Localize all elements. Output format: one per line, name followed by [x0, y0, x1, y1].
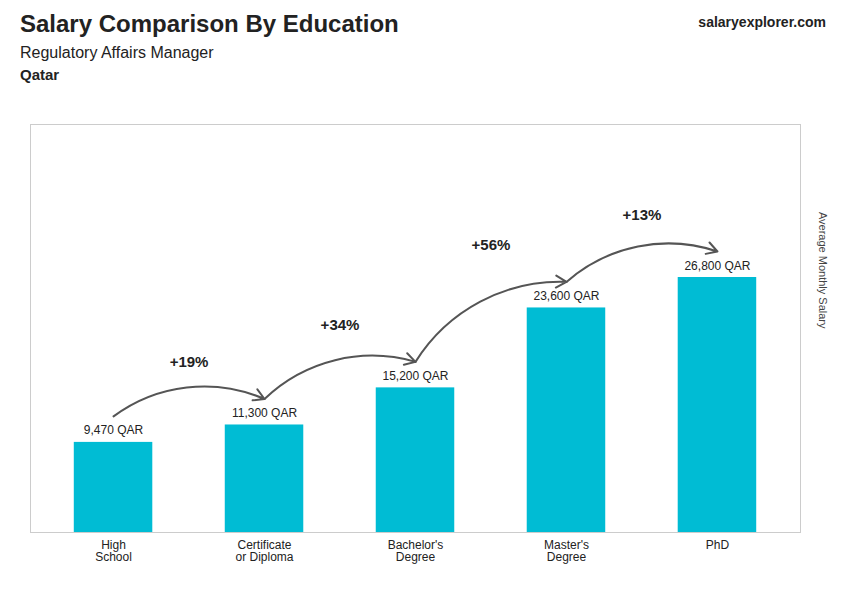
- svg-text:PhD: PhD: [706, 538, 730, 552]
- svg-text:9,470 QAR: 9,470 QAR: [84, 423, 144, 437]
- html-text:Qatar: Qatar: [20, 66, 60, 83]
- svg-text:+19%: +19%: [170, 353, 209, 370]
- svg-text:Average Monthly Salary: Average Monthly Salary: [817, 212, 829, 329]
- svg-text:+13%: +13%: [623, 206, 662, 223]
- svg-text:15,200 QAR: 15,200 QAR: [382, 369, 448, 383]
- svg-text:+56%: +56%: [472, 236, 511, 253]
- svg-text:+34%: +34%: [321, 316, 360, 333]
- svg-text:23,600 QAR: 23,600 QAR: [533, 289, 599, 303]
- svg-text:HighSchool: HighSchool: [95, 538, 132, 564]
- svg-text:Certificateor Diploma: Certificateor Diploma: [236, 538, 294, 564]
- svg-text:11,300 QAR: 11,300 QAR: [232, 406, 297, 420]
- html-text:Salary Comparison By Education: Salary Comparison By Education: [20, 10, 399, 37]
- svg-text:26,800 QAR: 26,800 QAR: [684, 259, 750, 273]
- html-text:Regulatory Affairs Manager: Regulatory Affairs Manager: [20, 44, 214, 61]
- svg-text:Bachelor'sDegree: Bachelor'sDegree: [388, 538, 444, 564]
- html-text:salary explorer.com: salary explorer.com: [698, 14, 826, 30]
- svg-text:Master'sDegree: Master'sDegree: [544, 538, 589, 564]
